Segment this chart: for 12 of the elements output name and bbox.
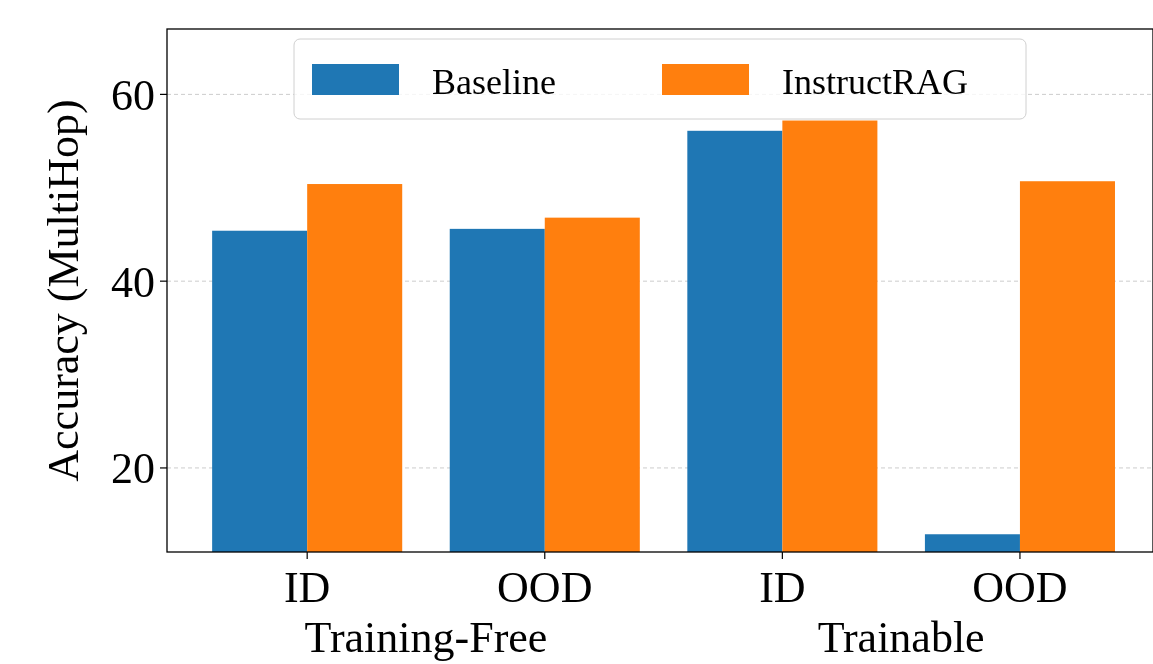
y-tick-label: 40	[111, 257, 155, 307]
x-tick-label: ID	[283, 563, 331, 612]
y-tick-label: 60	[111, 70, 155, 120]
x-tick-label: OOD	[972, 563, 1068, 612]
text: Training-Free	[304, 613, 548, 662]
x-tick-label: OOD	[497, 563, 593, 612]
y-tick-label: 20	[111, 444, 155, 494]
text: Trainable	[817, 613, 985, 662]
y-axis-title: Accuracy (MultiHop)	[39, 99, 88, 482]
x-tick-label: ID	[759, 563, 806, 612]
legend-label: Baseline	[432, 61, 556, 102]
legend-label: InstructRAG	[782, 61, 968, 102]
